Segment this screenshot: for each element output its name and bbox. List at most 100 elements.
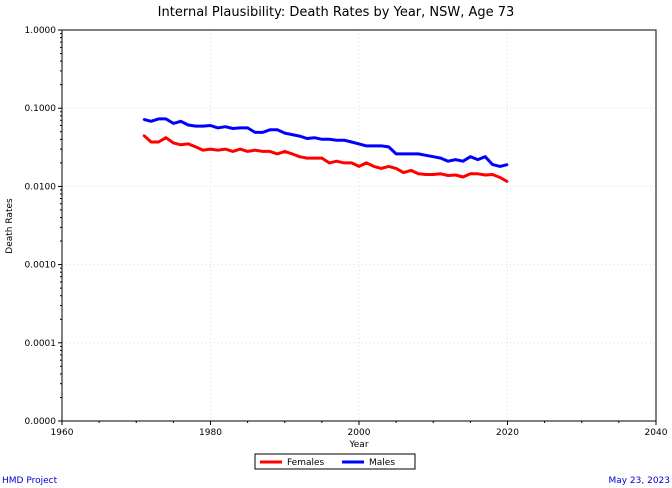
data-point-males-1972 xyxy=(150,120,153,123)
x-tick-label-2020: 2020 xyxy=(496,428,519,438)
data-point-females-2012 xyxy=(447,174,450,177)
data-point-females-2003 xyxy=(380,167,383,170)
data-point-females-1995 xyxy=(320,157,323,160)
data-point-males-2007 xyxy=(409,152,412,155)
data-point-females-2020 xyxy=(506,180,509,183)
data-point-males-2010 xyxy=(432,155,435,158)
x-tick-label-2000: 2000 xyxy=(348,428,371,438)
y-tick-label-4: 0.0001 xyxy=(25,339,57,349)
data-point-males-1975 xyxy=(172,122,175,125)
legend: Females Males xyxy=(254,453,416,470)
data-point-females-1991 xyxy=(291,152,294,155)
data-point-females-1976 xyxy=(179,143,182,146)
data-point-males-2017 xyxy=(484,155,487,158)
footer-source: HMD Project xyxy=(2,476,58,486)
data-point-females-2004 xyxy=(387,165,390,168)
data-point-males-1978 xyxy=(194,125,197,128)
data-point-females-1975 xyxy=(172,141,175,144)
data-point-males-1980 xyxy=(209,124,212,127)
data-point-males-1974 xyxy=(164,117,167,120)
data-point-males-1971 xyxy=(142,118,145,121)
data-point-females-1999 xyxy=(350,161,353,164)
x-tick-label-2040: 2040 xyxy=(645,428,668,438)
data-point-males-2012 xyxy=(447,160,450,163)
legend-label-males: Males xyxy=(369,458,395,468)
data-point-males-1976 xyxy=(179,120,182,123)
data-point-males-2005 xyxy=(395,152,398,155)
data-point-males-1989 xyxy=(276,128,279,131)
data-point-males-2015 xyxy=(469,155,472,158)
data-point-females-1979 xyxy=(202,149,205,152)
data-point-males-1977 xyxy=(187,123,190,126)
series-line-females xyxy=(142,134,509,184)
data-point-females-1989 xyxy=(276,152,279,155)
axis-ticks: 1960 1980 2000 2020 2040 1.0000 0.1000 0.0100 0.… xyxy=(25,26,668,438)
data-point-males-1994 xyxy=(313,136,316,139)
data-point-females-1980 xyxy=(209,148,212,151)
y-tick-label-3: 0.0010 xyxy=(25,261,57,271)
data-point-males-1985 xyxy=(246,126,249,129)
data-point-males-1986 xyxy=(254,131,257,134)
data-point-females-1982 xyxy=(224,148,227,151)
data-point-females-2002 xyxy=(372,165,375,168)
x-axis-label: Year xyxy=(348,440,368,450)
data-point-females-1984 xyxy=(239,148,242,151)
series-lines xyxy=(142,117,509,184)
series-line-males xyxy=(143,117,508,168)
data-point-males-2016 xyxy=(476,158,479,161)
y-tick-label-0: 1.0000 xyxy=(25,26,57,36)
data-point-females-2016 xyxy=(476,172,479,175)
data-point-females-1994 xyxy=(313,157,316,160)
data-point-females-1986 xyxy=(254,149,257,152)
x-tick-label-1980: 1980 xyxy=(199,428,222,438)
data-point-females-1990 xyxy=(283,150,286,153)
data-point-males-2001 xyxy=(365,144,368,147)
data-point-females-2018 xyxy=(491,173,494,176)
data-point-males-2013 xyxy=(454,158,457,161)
data-point-females-2006 xyxy=(402,171,405,174)
data-point-females-2017 xyxy=(484,173,487,176)
data-point-females-2001 xyxy=(365,161,368,164)
data-point-females-1988 xyxy=(268,150,271,153)
legend-label-females: Females xyxy=(287,458,325,468)
data-point-females-1981 xyxy=(216,149,219,152)
data-point-females-1983 xyxy=(231,150,234,153)
data-point-females-1985 xyxy=(246,150,249,153)
data-point-males-2008 xyxy=(417,152,420,155)
data-point-males-1998 xyxy=(343,139,346,142)
data-point-males-2019 xyxy=(499,165,502,168)
data-point-females-2010 xyxy=(432,173,435,176)
data-point-females-2008 xyxy=(417,172,420,175)
data-point-males-1984 xyxy=(239,126,242,129)
data-point-males-1981 xyxy=(216,126,219,129)
data-point-females-1971 xyxy=(142,134,145,137)
x-tick-label-1960: 1960 xyxy=(51,428,74,438)
data-point-males-1993 xyxy=(306,137,309,140)
data-point-males-1991 xyxy=(291,133,294,136)
data-point-males-2006 xyxy=(402,152,405,155)
data-point-males-2009 xyxy=(424,154,427,157)
data-point-males-2018 xyxy=(491,163,494,166)
data-point-females-2009 xyxy=(424,173,427,176)
data-point-females-2005 xyxy=(395,167,398,170)
data-point-females-2007 xyxy=(409,169,412,172)
y-axis-label: Death Rates xyxy=(5,198,15,254)
data-point-females-1977 xyxy=(187,142,190,145)
y-tick-label-2: 0.0100 xyxy=(25,182,57,192)
data-point-females-2000 xyxy=(358,165,360,168)
data-point-males-2020 xyxy=(506,163,509,166)
data-point-females-2014 xyxy=(461,175,464,178)
data-point-males-2000 xyxy=(358,142,360,145)
data-point-males-1982 xyxy=(224,125,227,128)
legend-box xyxy=(254,453,416,470)
data-point-females-2015 xyxy=(469,172,472,175)
data-point-males-2014 xyxy=(461,160,464,163)
data-point-females-1974 xyxy=(164,136,167,139)
data-point-males-1988 xyxy=(268,128,271,131)
grid xyxy=(61,29,657,422)
data-point-females-1987 xyxy=(261,150,264,153)
data-point-males-2004 xyxy=(387,145,390,148)
footer-date: May 23, 2023 xyxy=(608,476,670,486)
data-point-females-1998 xyxy=(343,161,346,164)
data-point-females-2013 xyxy=(454,173,457,176)
